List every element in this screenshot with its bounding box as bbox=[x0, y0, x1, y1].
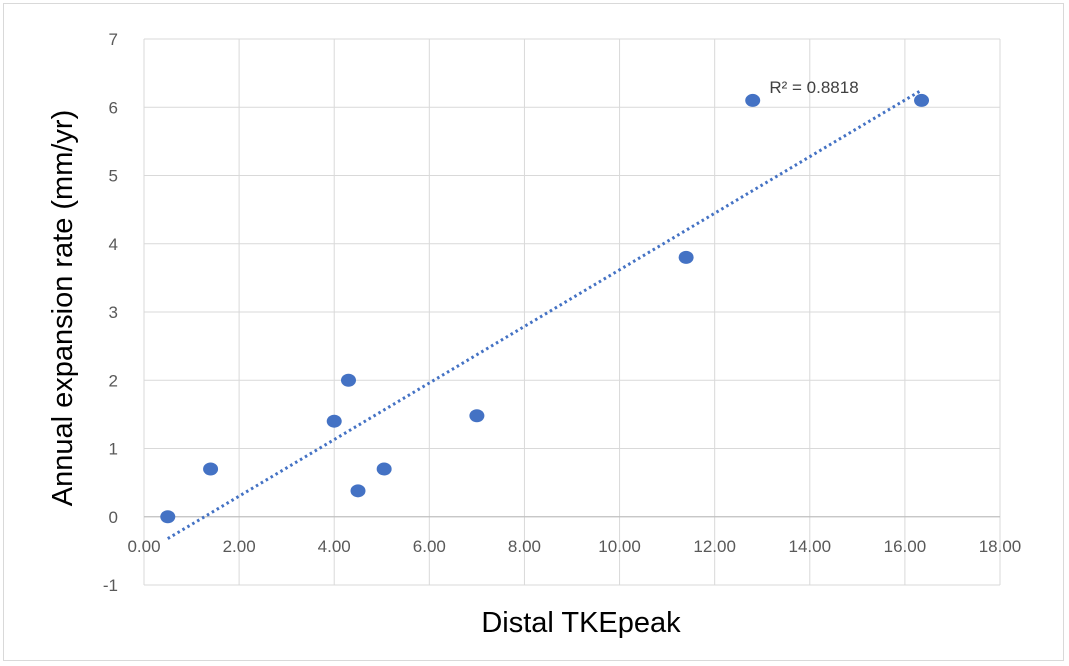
x-tick-labels: 0.00 2.00 4.00 6.00 8.00 10.00 12.00 14.00 16.00… bbox=[127, 537, 1021, 556]
data-point bbox=[469, 409, 485, 423]
y-tick-label: 7 bbox=[109, 30, 118, 49]
data-point bbox=[914, 93, 930, 107]
x-tick-label: 10.00 bbox=[598, 537, 641, 556]
y-tick-label: 5 bbox=[109, 167, 118, 186]
y-tick-label: 0 bbox=[109, 508, 118, 527]
y-tick-label: 2 bbox=[109, 371, 118, 390]
y-tick-label: 1 bbox=[109, 440, 118, 459]
y-tick-label: 6 bbox=[109, 98, 118, 117]
y-tick-labels: -1 0 1 2 3 4 5 6 7 bbox=[103, 30, 118, 595]
y-axis-title: Annual expansion rate (mm/yr) bbox=[47, 110, 79, 507]
data-point bbox=[326, 414, 342, 428]
data-points bbox=[160, 93, 930, 524]
x-tick-label: 16.00 bbox=[884, 537, 927, 556]
data-point bbox=[678, 250, 694, 264]
data-point bbox=[745, 93, 761, 107]
data-point bbox=[340, 373, 356, 387]
data-point bbox=[160, 510, 176, 524]
x-tick-label: 14.00 bbox=[789, 537, 832, 556]
x-tick-label: 2.00 bbox=[223, 537, 256, 556]
x-tick-label: 18.00 bbox=[979, 537, 1022, 556]
x-tick-label: 6.00 bbox=[413, 537, 446, 556]
x-tick-label: 12.00 bbox=[693, 537, 736, 556]
x-axis-title: Distal TKEpeak bbox=[481, 607, 681, 639]
x-tick-label: 8.00 bbox=[508, 537, 541, 556]
x-tick-label: 4.00 bbox=[318, 537, 351, 556]
linear-trendline bbox=[167, 88, 923, 540]
data-point bbox=[376, 462, 392, 476]
data-point bbox=[350, 484, 366, 498]
y-tick-label: -1 bbox=[103, 576, 118, 595]
y-tick-label: 3 bbox=[109, 303, 118, 322]
chart-frame bbox=[3, 3, 1064, 661]
data-point bbox=[203, 462, 219, 476]
y-tick-label: 4 bbox=[109, 235, 118, 254]
x-tick-label: 0.00 bbox=[127, 537, 160, 556]
r-squared-annotation: R² = 0.8818 bbox=[769, 78, 858, 97]
trendline bbox=[167, 88, 923, 540]
gridlines bbox=[143, 38, 1001, 586]
